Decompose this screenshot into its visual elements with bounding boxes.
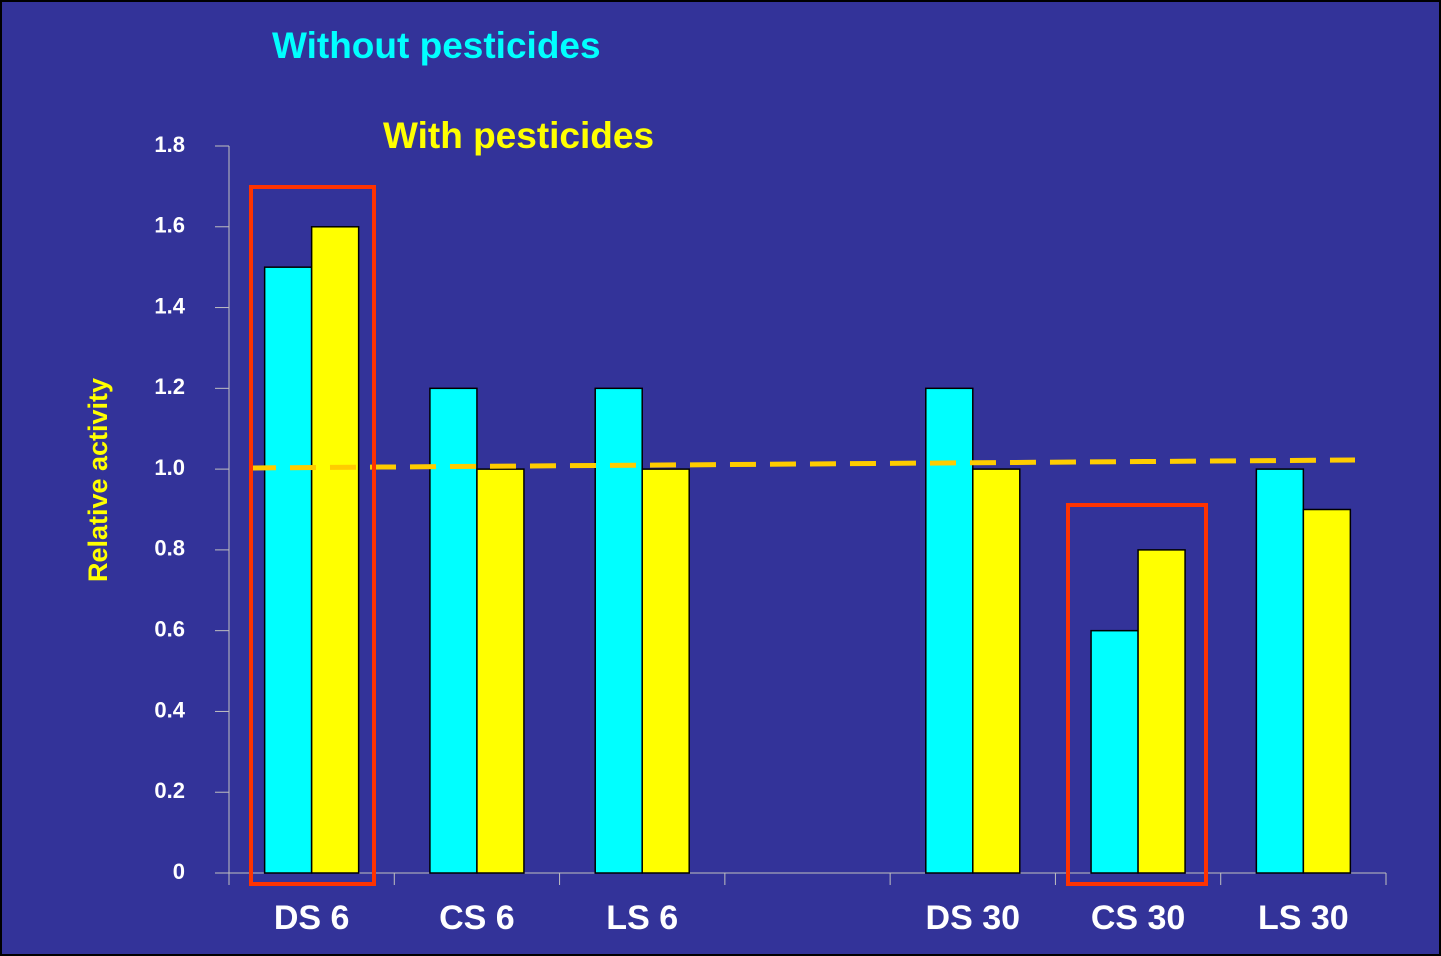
bar	[429, 387, 478, 874]
bar	[263, 266, 313, 874]
x-tick-label: LS 6	[606, 899, 678, 937]
y-tick-label: 0.2	[154, 778, 185, 803]
legend-entry: Without pesticides	[272, 25, 601, 66]
y-tick-label: 1.8	[154, 132, 185, 157]
highlight-box	[1066, 503, 1208, 886]
x-tick-label: DS 6	[274, 899, 350, 937]
bar	[310, 226, 360, 874]
plot: 0 0.2 0.4 0.6 0.8 1.0 1.2 1.4 1.6 1.8 DS 6 CS 6 LS 6…	[154, 25, 1387, 937]
bar	[594, 387, 643, 874]
reference-line	[249, 457, 1356, 471]
bar	[972, 468, 1021, 874]
bar	[1302, 508, 1352, 874]
bar	[641, 468, 690, 874]
y-tick-label: 0	[173, 859, 185, 884]
bar	[925, 387, 974, 874]
bar	[1255, 468, 1305, 874]
highlight-box	[249, 185, 376, 886]
y-tick-label: 1.4	[154, 293, 185, 318]
y-tick-label: 1.2	[154, 374, 185, 399]
legend-entry: With pesticides	[383, 115, 654, 156]
bar	[1137, 549, 1186, 874]
x-tick-label: LS 30	[1258, 899, 1349, 937]
y-tick-label: 0.8	[154, 536, 185, 561]
y-tick-label: 0.6	[154, 616, 185, 641]
x-tick-label: CS 30	[1091, 899, 1186, 937]
bar	[1090, 629, 1139, 874]
bar	[476, 468, 525, 874]
y-axis-label: Relative activity	[83, 378, 113, 582]
x-tick-label: DS 30	[926, 899, 1021, 937]
y-tick-label: 0.4	[154, 697, 185, 722]
y-tick-label: 1.6	[154, 213, 185, 238]
x-tick-label: CS 6	[439, 899, 515, 937]
y-tick-label: 1.0	[154, 455, 185, 480]
